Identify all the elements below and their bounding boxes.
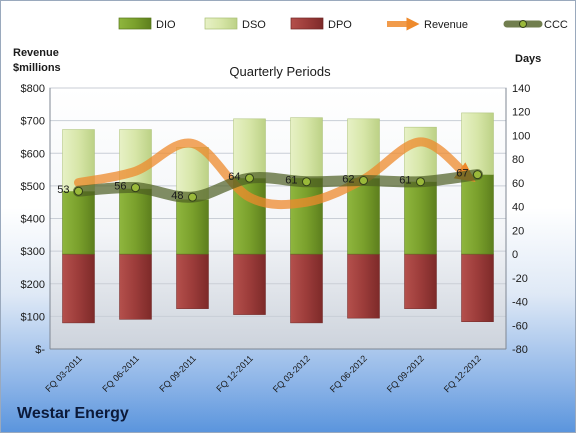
dso-bar [119,129,152,190]
dio-bar [176,199,209,255]
left-tick-label: $700 [21,116,45,128]
ccc-data-label: 48 [171,190,183,202]
right-tick-label: 100 [512,130,530,142]
revenue-line [74,137,476,210]
legend-label: DPO [328,19,352,31]
ccc-point [416,177,425,187]
legend-marker [519,20,527,28]
right-tick-label: 20 [512,225,524,237]
ccc-data-label: 64 [228,171,240,183]
dpo-bar [404,253,437,309]
x-tick-label: FQ 12-2011 [214,353,255,394]
right-tick-label: 120 [512,107,530,119]
legend-swatch [290,17,324,30]
x-tick-label: FQ 09-2012 [385,353,426,394]
dpo-bar [119,253,152,320]
legend-label: Revenue [424,19,468,31]
dio-bar [404,181,437,255]
left-tick-label: $600 [21,148,45,160]
right-tick-label: -60 [512,320,528,332]
ccc-point [131,183,140,193]
dso-bar [290,117,323,179]
x-tick-label: FQ 12-2012 [442,353,483,394]
right-tick-label: 60 [512,178,524,190]
right-axis-label: Days [515,53,541,65]
plot-title: Quarterly Periods [229,64,331,79]
legend-label: DSO [242,19,266,31]
dpo-bar [233,253,266,315]
dso-bar [404,126,437,182]
legend-swatch [118,17,152,30]
dpo-bar [461,253,494,322]
left-axis-label-line2: $millions [13,62,61,74]
x-tick-label: FQ 03-2012 [271,353,312,394]
left-tick-label: $300 [21,246,45,258]
ccc-point [188,192,197,202]
dpo-bar [176,253,209,309]
x-tick-label: FQ 06-2011 [100,353,141,394]
right-tick-label: -80 [512,344,528,356]
ccc-data-label: 62 [342,174,354,186]
ccc-point [74,186,83,196]
legend: DIO DSO DPO Revenue CCC [118,17,568,31]
dpo-bar [290,253,323,324]
ccc-point [359,176,368,186]
ccc-point [302,177,311,187]
ccc-data-label: 67 [456,168,468,180]
right-tick-label: 140 [512,83,530,95]
x-tick-label: FQ 06-2012 [328,353,369,394]
ccc-data-label: 53 [57,184,69,196]
ccc-data-label: 61 [285,175,297,187]
x-tick-label: FQ 09-2011 [157,353,198,394]
ccc-data-label: 56 [114,181,126,193]
dio-bar [461,174,494,255]
right-tick-label: -20 [512,273,528,285]
left-tick-label: $800 [21,83,45,95]
ccc-point [473,170,482,180]
right-tick-label: 0 [512,249,518,261]
left-tick-label: $500 [21,181,45,193]
dso-bar [461,112,494,175]
legend-label: DIO [156,19,176,31]
right-tick-label: 40 [512,202,524,214]
ccc-data-label: 61 [399,175,411,187]
dpo-bar [62,253,95,324]
left-tick-label: $400 [21,214,45,226]
dio-bar [290,177,323,255]
left-tick-label: $100 [21,311,45,323]
legend-swatch [204,17,238,30]
dpo-bar [347,253,380,319]
ccc-line [73,169,483,203]
company-name: Westar Energy [17,405,129,422]
right-tick-label: 80 [512,154,524,166]
right-tick-label: -40 [512,297,528,309]
dio-bar [347,177,380,255]
dio-bar [119,188,152,255]
left-axis-label-line1: Revenue [13,47,59,59]
bars [62,112,494,324]
dio-bar [62,190,95,255]
ccc-point [245,173,254,183]
left-tick-label: $200 [21,279,45,291]
lines: 53 56 48 64 61 62 61 67 [57,137,483,210]
legend-label: CCC [544,19,568,31]
x-tick-label: FQ 03-2011 [43,353,84,394]
left-tick-label: $- [35,344,45,356]
dso-bar [233,118,266,179]
